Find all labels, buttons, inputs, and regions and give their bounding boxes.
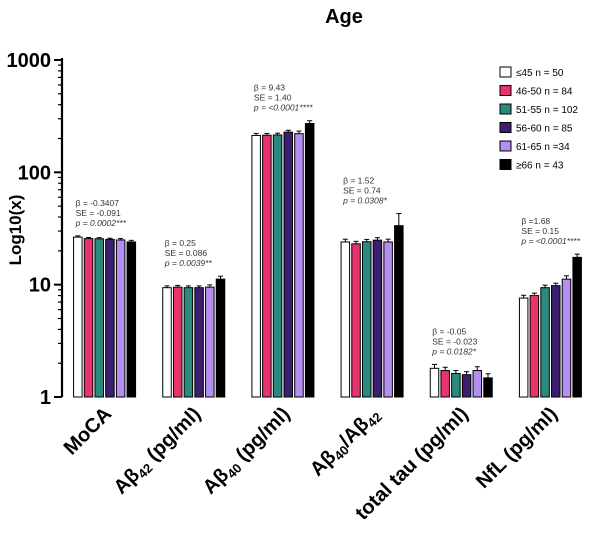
x-tick-label: MoCA xyxy=(60,403,116,459)
bar xyxy=(472,370,483,398)
x-tick-label-part: MoCA xyxy=(60,403,116,459)
stat-annotation: SE = -0.023 xyxy=(432,336,477,346)
bar xyxy=(294,133,304,398)
bar xyxy=(572,256,582,398)
bar xyxy=(172,286,183,398)
bar xyxy=(215,278,226,398)
legend-swatch xyxy=(499,122,512,133)
x-tick-label-part: (pg/ml) xyxy=(228,403,295,470)
stat-annotation: SE = -0.091 xyxy=(76,208,121,218)
bar xyxy=(551,285,561,398)
bar xyxy=(383,241,393,398)
stat-annotation: β = 9.43 xyxy=(254,83,285,93)
legend-swatch xyxy=(499,103,512,115)
stat-annotation: β = -0.3407 xyxy=(76,198,120,208)
legend-label: 56-60 n = 85 xyxy=(516,124,573,135)
x-tick-label: Aβ40/Aβ42 xyxy=(306,403,385,482)
y-tick-label: 100 xyxy=(18,162,51,184)
bar xyxy=(540,287,550,398)
stat-annotation: p = <0.0001**** xyxy=(253,103,313,113)
bar xyxy=(126,241,137,398)
bar xyxy=(115,239,126,398)
stat-annotation: SE = 1.40 xyxy=(254,93,292,103)
axes: 1 10 100 1000 xyxy=(7,50,64,409)
legend-label: ≤45 n = 50 xyxy=(516,68,564,79)
legend: ≤45 n = 50 46-50 n = 84 51-55 n = 102 56-60… xyxy=(499,66,578,172)
bar xyxy=(105,238,115,398)
stat-annotation: SE = 0.086 xyxy=(165,248,208,258)
bar xyxy=(561,278,572,398)
stat-annotation: p = 0.0308* xyxy=(342,196,387,206)
stat-annotation: β = 1.52 xyxy=(343,176,374,186)
stat-annotation: p = <0.0001**** xyxy=(520,236,580,246)
bar xyxy=(372,239,383,398)
x-tick-label-part: NfL (pg/ml) xyxy=(472,403,562,493)
stat-annotation: p = 0.0002*** xyxy=(75,218,127,228)
bar xyxy=(361,241,372,398)
bar xyxy=(440,370,450,398)
y-tick-label: 10 xyxy=(29,275,51,297)
chart-title: Age xyxy=(325,6,363,28)
bar xyxy=(461,374,472,398)
legend-label: 46-50 n = 84 xyxy=(516,87,573,98)
bar xyxy=(340,241,351,398)
bar xyxy=(251,134,261,398)
x-tick-label: NfL (pg/ml) xyxy=(472,403,562,493)
y-tick-label: 1000 xyxy=(7,50,52,72)
bar xyxy=(283,131,294,398)
bar xyxy=(451,372,461,398)
stat-annotation: β = -0.05 xyxy=(432,326,466,336)
stat-annotation: SE = 0.15 xyxy=(521,226,559,236)
bar xyxy=(83,238,94,398)
stat-annotation: p = 0.0039** xyxy=(164,258,213,268)
legend-label: 51-55 n = 102 xyxy=(516,105,578,116)
legend-swatch xyxy=(499,66,512,78)
y-tick-label: 1 xyxy=(40,387,51,409)
legend-swatch xyxy=(499,159,512,170)
bar xyxy=(205,286,215,398)
legend-swatch xyxy=(499,140,512,152)
bar xyxy=(183,287,194,398)
legend-label: ≥66 n = 43 xyxy=(516,161,564,172)
bar xyxy=(194,287,204,398)
bar xyxy=(429,367,440,398)
bar xyxy=(73,236,83,398)
bar xyxy=(262,134,272,398)
y-axis-label: Log10(x) xyxy=(6,195,25,266)
bar xyxy=(94,238,104,398)
stat-annotation: β = 0.25 xyxy=(165,238,196,248)
x-tick-label: Aβ42 (pg/ml) xyxy=(110,403,207,500)
bar xyxy=(483,377,493,398)
x-tick-label-part: (pg/ml) xyxy=(139,403,206,470)
stat-annotation: β =1.68 xyxy=(521,216,550,226)
stat-annotation: SE = 0.74 xyxy=(343,186,381,196)
bar xyxy=(394,225,404,398)
bars xyxy=(73,120,582,398)
legend-swatch xyxy=(499,85,512,96)
bar xyxy=(272,134,283,398)
legend-label: 61-65 n =34 xyxy=(516,142,570,153)
bar xyxy=(304,123,315,398)
bar xyxy=(351,243,361,398)
bar xyxy=(529,295,540,398)
x-tick-label: Aβ40 (pg/ml) xyxy=(199,403,296,500)
bar xyxy=(162,287,172,398)
stat-annotation: p = 0.0182* xyxy=(431,346,476,356)
bar xyxy=(518,297,529,398)
